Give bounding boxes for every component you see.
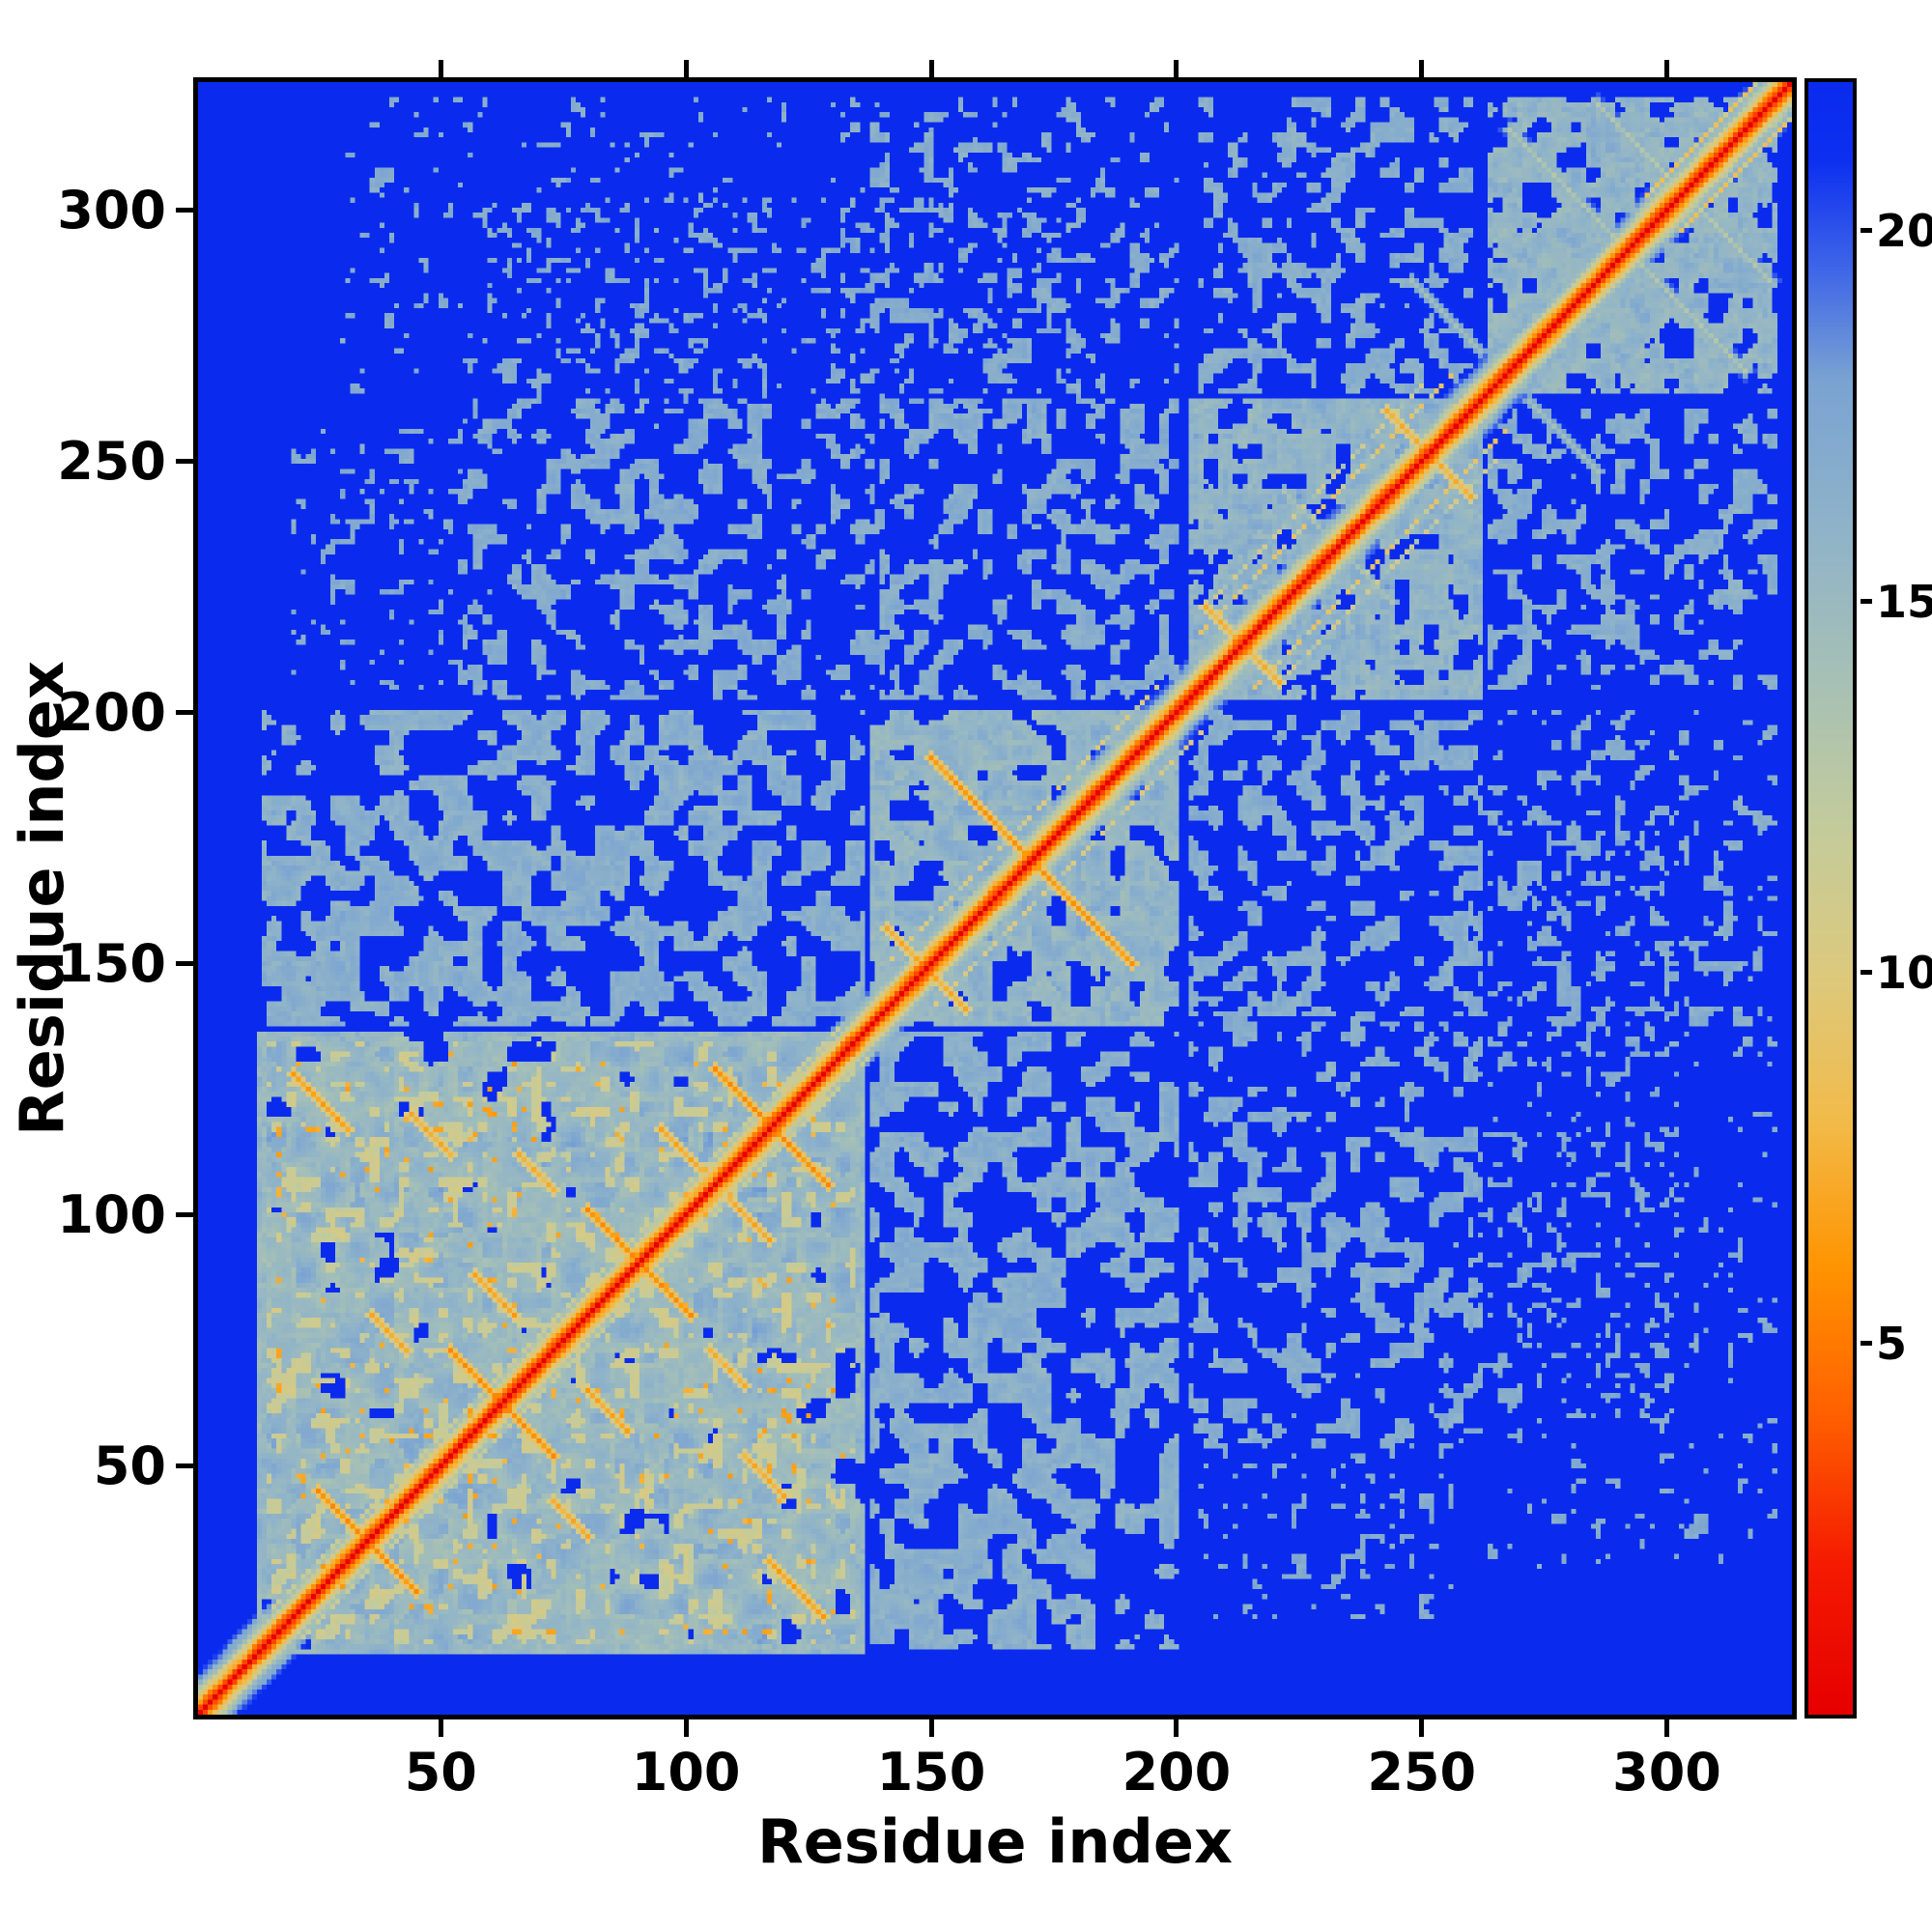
x-tick-mark xyxy=(1419,1719,1425,1737)
x-tick-mark xyxy=(1664,1719,1670,1737)
x-tick-label: 100 xyxy=(631,1742,741,1803)
y-tick-label: 50 xyxy=(93,1435,166,1496)
x-tick-label: 200 xyxy=(1122,1742,1232,1803)
colorbar-tick-label: 5 xyxy=(1876,1317,1908,1370)
x-tick-mark-top xyxy=(1664,60,1670,77)
x-tick-mark-top xyxy=(1419,60,1425,77)
colorbar-tick-mark xyxy=(1861,228,1872,234)
colorbar-tick-mark xyxy=(1861,1341,1872,1347)
x-tick-mark xyxy=(683,1719,689,1737)
x-tick-mark-top xyxy=(438,60,443,77)
x-tick-label: 150 xyxy=(876,1742,986,1803)
heatmap-canvas xyxy=(198,82,1792,1715)
y-tick-mark xyxy=(176,961,193,967)
x-tick-label: 50 xyxy=(404,1742,477,1803)
x-tick-label: 250 xyxy=(1367,1742,1477,1803)
y-tick-label: 100 xyxy=(57,1183,166,1245)
colorbar-frame xyxy=(1804,78,1857,1719)
x-tick-mark xyxy=(1174,1719,1179,1737)
colorbar-tick-mark xyxy=(1861,970,1872,976)
y-tick-label: 150 xyxy=(57,932,166,994)
colorbar-tick-label: 15 xyxy=(1876,575,1932,628)
x-tick-mark-top xyxy=(683,60,689,77)
x-tick-mark xyxy=(928,1719,934,1737)
plot-frame xyxy=(193,77,1797,1719)
colorbar-canvas xyxy=(1808,82,1853,1715)
y-tick-mark xyxy=(176,1212,193,1218)
colorbar-tick-label: 20 xyxy=(1876,204,1932,257)
colorbar-tick-mark xyxy=(1861,599,1872,605)
y-axis-label: Residue index xyxy=(7,661,77,1136)
y-tick-label: 200 xyxy=(57,681,166,743)
x-tick-label: 300 xyxy=(1612,1742,1721,1803)
y-tick-mark xyxy=(176,459,193,465)
colorbar-tick-label: 10 xyxy=(1876,946,1932,999)
y-tick-mark xyxy=(176,208,193,213)
x-tick-mark-top xyxy=(1174,60,1179,77)
y-tick-mark xyxy=(176,710,193,716)
y-tick-label: 300 xyxy=(57,179,166,241)
x-axis-label: Residue index xyxy=(757,1806,1233,1877)
x-tick-mark xyxy=(438,1719,443,1737)
y-tick-label: 250 xyxy=(57,430,166,492)
y-tick-mark xyxy=(176,1463,193,1469)
x-tick-mark-top xyxy=(928,60,934,77)
